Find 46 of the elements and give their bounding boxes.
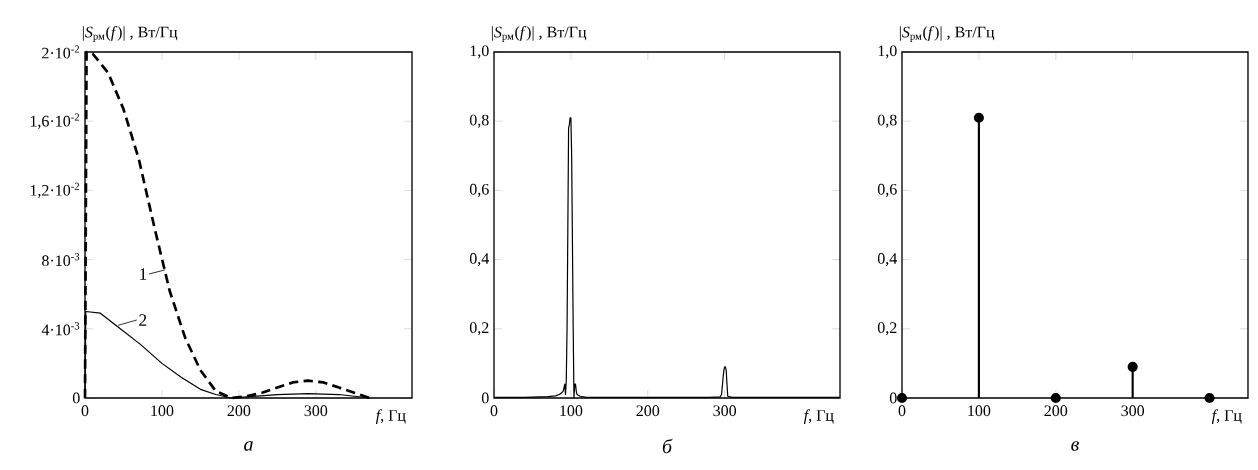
- y-tick-label: 0,4: [469, 253, 490, 267]
- y-tick-label: 0,4: [877, 253, 898, 267]
- x-tick-label: 200: [636, 405, 660, 417]
- y-tick-label: 1,6·10$^{-2}$: [30, 113, 80, 129]
- y-tick-label: 0: [72, 392, 80, 404]
- y-tick-label: 0: [481, 392, 489, 404]
- y-tick-label: 1,2·10$^{-2}$: [30, 182, 80, 199]
- point: [1127, 361, 1138, 372]
- y-tick-label: 0,6: [469, 183, 489, 197]
- x-axis-title: f, Гц: [803, 409, 834, 425]
- y-tick-label: 1,0: [470, 45, 489, 59]
- x-tick-label: 200: [227, 405, 251, 417]
- y-axis-title: |S$_{рм}$(f)| , Вт/Гц: [82, 26, 178, 42]
- y-tick-label: 0,2: [877, 322, 897, 336]
- y-tick-label: 8·10$^{-3}$: [42, 253, 80, 267]
- x-tick-label: 100: [151, 405, 174, 417]
- y-axis-title: |S$_{рм}$(f)| , Вт/Гц: [491, 26, 587, 42]
- y-tick-label: 1,0: [878, 45, 897, 59]
- x-tick-label: 100: [968, 405, 991, 417]
- y-tick-label: 2·10$^{-2}$: [42, 45, 80, 59]
- x-tick-label: 0: [81, 405, 89, 417]
- x-axis-title: f, Гц: [1211, 409, 1242, 425]
- y-tick-label: 0,8: [877, 114, 897, 128]
- x-tick-label: 100: [560, 405, 583, 417]
- x-axis-title: f, Гц: [375, 409, 406, 425]
- text: б: [662, 438, 673, 454]
- point: [973, 112, 984, 123]
- annotation: 2: [139, 314, 147, 326]
- y-tick-label: 0: [889, 392, 897, 404]
- x-tick-label: 0: [898, 405, 906, 417]
- y-tick-label: 0,8: [469, 114, 489, 128]
- x-tick-label: 300: [713, 405, 737, 417]
- x-tick-label: 300: [304, 405, 328, 417]
- x-tick-label: 0: [490, 405, 498, 417]
- point: [1050, 392, 1061, 404]
- y-axis-title: |S$_{рм}$(f)| , Вт/Гц: [899, 26, 995, 42]
- x-tick-label: 200: [1044, 405, 1068, 417]
- text: в: [1071, 441, 1079, 451]
- annotation: 1: [140, 268, 147, 280]
- x-tick-label: 300: [1121, 405, 1145, 417]
- point: [1204, 392, 1215, 404]
- y-tick-label: 4·10$^{-3}$: [41, 322, 80, 336]
- y-tick-label: 0,2: [469, 322, 489, 336]
- y-tick-label: 0,6: [877, 183, 897, 197]
- text: а: [244, 441, 253, 451]
- point: [896, 392, 908, 404]
